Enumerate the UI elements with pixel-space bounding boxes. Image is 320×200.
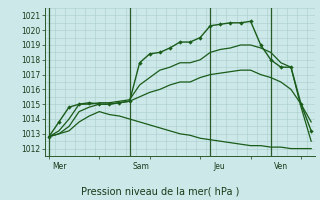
Text: Sam: Sam: [132, 162, 149, 171]
Text: Jeu: Jeu: [213, 162, 225, 171]
Text: Ven: Ven: [274, 162, 288, 171]
Text: Mer: Mer: [52, 162, 66, 171]
Text: Pression niveau de la mer( hPa ): Pression niveau de la mer( hPa ): [81, 186, 239, 196]
